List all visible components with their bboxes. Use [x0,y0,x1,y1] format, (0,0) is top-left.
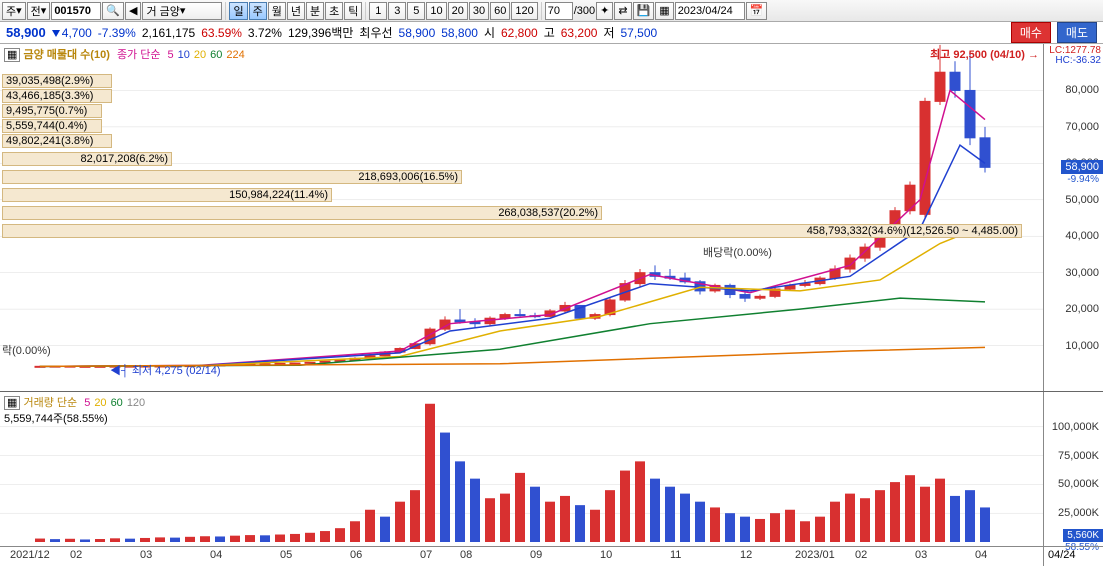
period-60-button[interactable]: 60 [490,2,510,20]
stock-name-select[interactable]: 거 금양 ▾ [142,2,222,20]
volume-chart[interactable]: ▦ 거래량 단순 52060120 5,559,744주(58.55%) 25,… [0,392,1103,546]
volume-y-axis: 25,000K50,000K75,000K100,000K 5,560K 58.… [1043,392,1103,546]
period-1-button[interactable]: 1 [369,2,387,20]
price-change: 4,700 [52,26,92,40]
last-vol-tag: 5,560K [1063,529,1103,542]
priority-label: 최우선 [359,24,392,41]
mode2-select[interactable]: 전 ▾ [27,2,51,20]
price-chart[interactable]: ▦ 금양 매물대 수(10) 종가 단순 5102060224 39,035,4… [0,44,1103,392]
period-10-button[interactable]: 10 [426,2,446,20]
high-annotation: 최고 92,500 (04/10) → [930,46,1039,62]
chart-legend: ▦ 금양 매물대 수(10) 종가 단순 5102060224 [4,46,249,62]
prev-icon[interactable]: ◀ [125,2,141,20]
tf-초-button[interactable]: 초 [325,2,343,20]
range-input[interactable]: 70 [545,2,573,20]
low-annotation: ◀┤ 최저 4,275 (02/14) [110,362,221,378]
turnover: 3.72% [248,26,282,40]
mode1-select[interactable]: 주 ▾ [2,2,26,20]
current-price: 58,900 [6,25,46,40]
last-pct-tag: -9.94% [1063,174,1103,185]
save-icon[interactable]: 💾 [633,2,655,20]
high-price: 63,200 [561,26,598,40]
wand-icon[interactable]: ✦ [596,2,613,20]
open-price: 62,800 [501,26,538,40]
period-120-button[interactable]: 120 [511,2,537,20]
high-label: 고 [544,24,555,41]
left-annotation: 락(0.00%) [2,342,51,358]
low-price: 57,500 [621,26,658,40]
tf-day-button[interactable]: 일 [229,2,247,20]
tf-틱-button[interactable]: 틱 [344,2,362,20]
config-icon[interactable]: ▦ [655,2,673,20]
volume-profile: 39,035,498(2.9%)43,466,185(3.3%)9,495,77… [2,74,1022,239]
best-ask: 58,800 [441,26,478,40]
price-y-axis: LC:1277.78 HC:-36.32 10,00020,00030,0004… [1043,44,1103,391]
volume: 2,161,175 [142,26,195,40]
tf-년-button[interactable]: 년 [287,2,305,20]
main-toolbar: 주 ▾ 전 ▾ 001570 🔍 ◀ 거 금양 ▾ 일 주월년분초틱 13510… [0,0,1103,22]
sell-button[interactable]: 매도 [1057,22,1097,43]
link-icon[interactable]: ⇄ [614,2,631,20]
open-label: 시 [484,24,495,41]
volume-legend: ▦ 거래량 단순 52060120 5,559,744주(58.55%) [4,394,149,426]
status-bar: 58,900 4,700 -7.39% 2,161,175 63.59% 3.7… [0,22,1103,44]
period-20-button[interactable]: 20 [448,2,468,20]
last-price-tag: 58,900 [1061,160,1103,174]
hc-label: HC:-36.32 [1055,55,1101,66]
stock-code-input[interactable]: 001570 [51,2,101,20]
dividend-annotation: 배당락(0.00%) [703,244,772,260]
date-input[interactable]: 2023/04/24 [675,2,745,20]
amount: 129,396백만 [288,24,353,41]
tf-분-button[interactable]: 분 [306,2,324,20]
vol-pct: 63.59% [201,26,242,40]
volume-chart-svg [0,392,1043,546]
time-axis-right: 04/24 [1043,547,1103,566]
best-bid: 58,900 [399,26,436,40]
period-5-button[interactable]: 5 [407,2,425,20]
period-3-button[interactable]: 3 [388,2,406,20]
buy-button[interactable]: 매수 [1011,22,1051,43]
price-pct: -7.39% [98,26,136,40]
period-30-button[interactable]: 30 [469,2,489,20]
search-icon[interactable]: 🔍 [102,2,124,20]
range-max: /300 [574,5,595,17]
time-axis: 2021/1202030405060708091011122023/010203… [0,546,1103,566]
tf-월-button[interactable]: 월 [268,2,286,20]
low-label: 저 [603,24,614,41]
tf-주-button[interactable]: 주 [249,2,267,20]
calendar-icon[interactable]: 📅 [746,2,768,20]
